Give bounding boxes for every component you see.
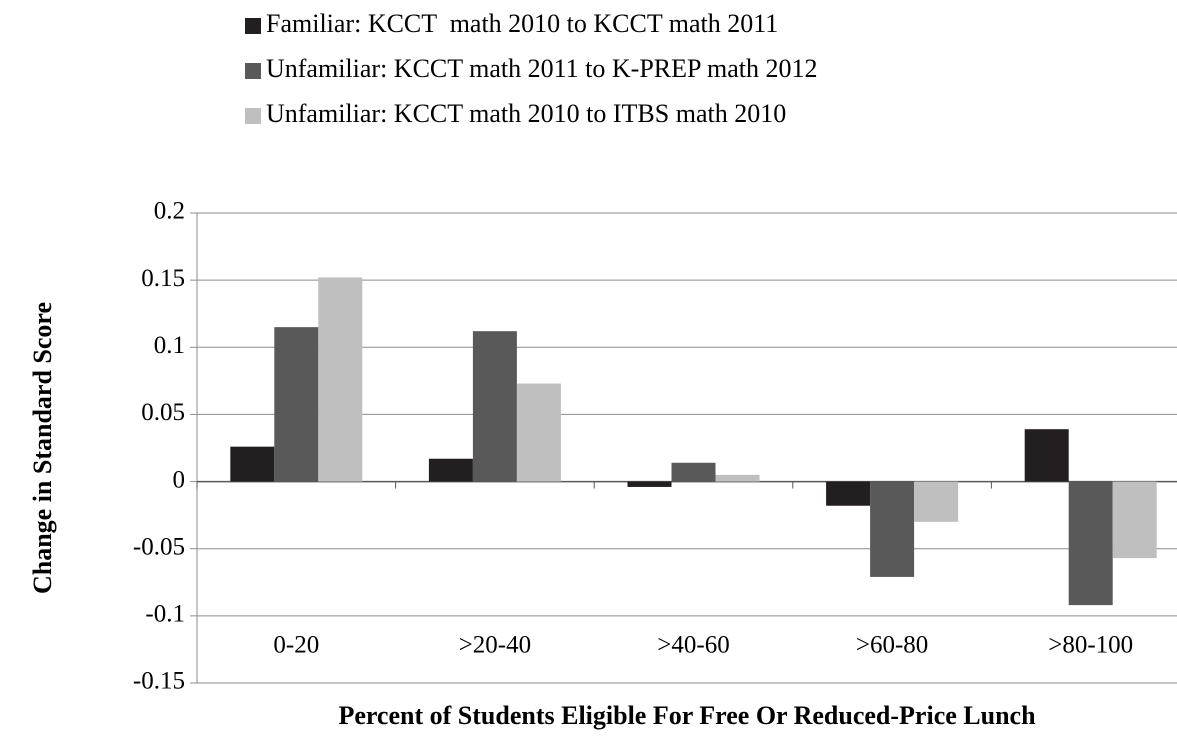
x-tick-label: 0-20: [273, 632, 319, 659]
bar: [914, 481, 959, 522]
bar: [1024, 429, 1069, 482]
y-tick-label: 0: [173, 466, 186, 493]
bar: [472, 331, 517, 482]
bar: [318, 277, 363, 482]
x-tick-label: >60-80: [856, 632, 928, 659]
y-axis-title: Change in Standard Score: [28, 302, 57, 594]
y-tick-label: 0.05: [141, 399, 185, 426]
bar: [230, 446, 275, 482]
bar: [428, 458, 473, 482]
legend-swatch: [245, 18, 261, 34]
bar: [671, 462, 716, 482]
bar: [516, 383, 561, 482]
legend-swatch: [245, 108, 261, 124]
y-tick-label: 0.15: [141, 265, 185, 292]
legend-label: Unfamiliar: KCCT math 2011 to K-PREP mat…: [266, 54, 818, 83]
y-tick-label: 0.1: [154, 332, 185, 359]
bar: [870, 481, 915, 577]
x-tick-label: >20-40: [459, 632, 531, 659]
bar: [274, 327, 319, 482]
legend-swatch: [245, 63, 261, 79]
bar: [715, 474, 760, 482]
y-tick-label: 0.2: [154, 198, 185, 225]
bar: [1112, 481, 1157, 559]
bar: [627, 481, 672, 487]
x-tick-label: >80-100: [1048, 632, 1133, 659]
legend-label: Unfamiliar: KCCT math 2010 to ITBS math …: [266, 99, 786, 128]
y-tick-label: -0.05: [133, 533, 185, 560]
x-axis-title: Percent of Students Eligible For Free Or…: [338, 701, 1036, 730]
bar: [826, 481, 871, 506]
y-tick-label: -0.1: [145, 601, 185, 628]
y-tick-label: -0.15: [133, 668, 185, 695]
legend-label: Familiar: KCCT math 2010 to KCCT math 20…: [266, 9, 778, 38]
x-tick-label: >40-60: [657, 632, 729, 659]
bar: [1068, 481, 1113, 606]
